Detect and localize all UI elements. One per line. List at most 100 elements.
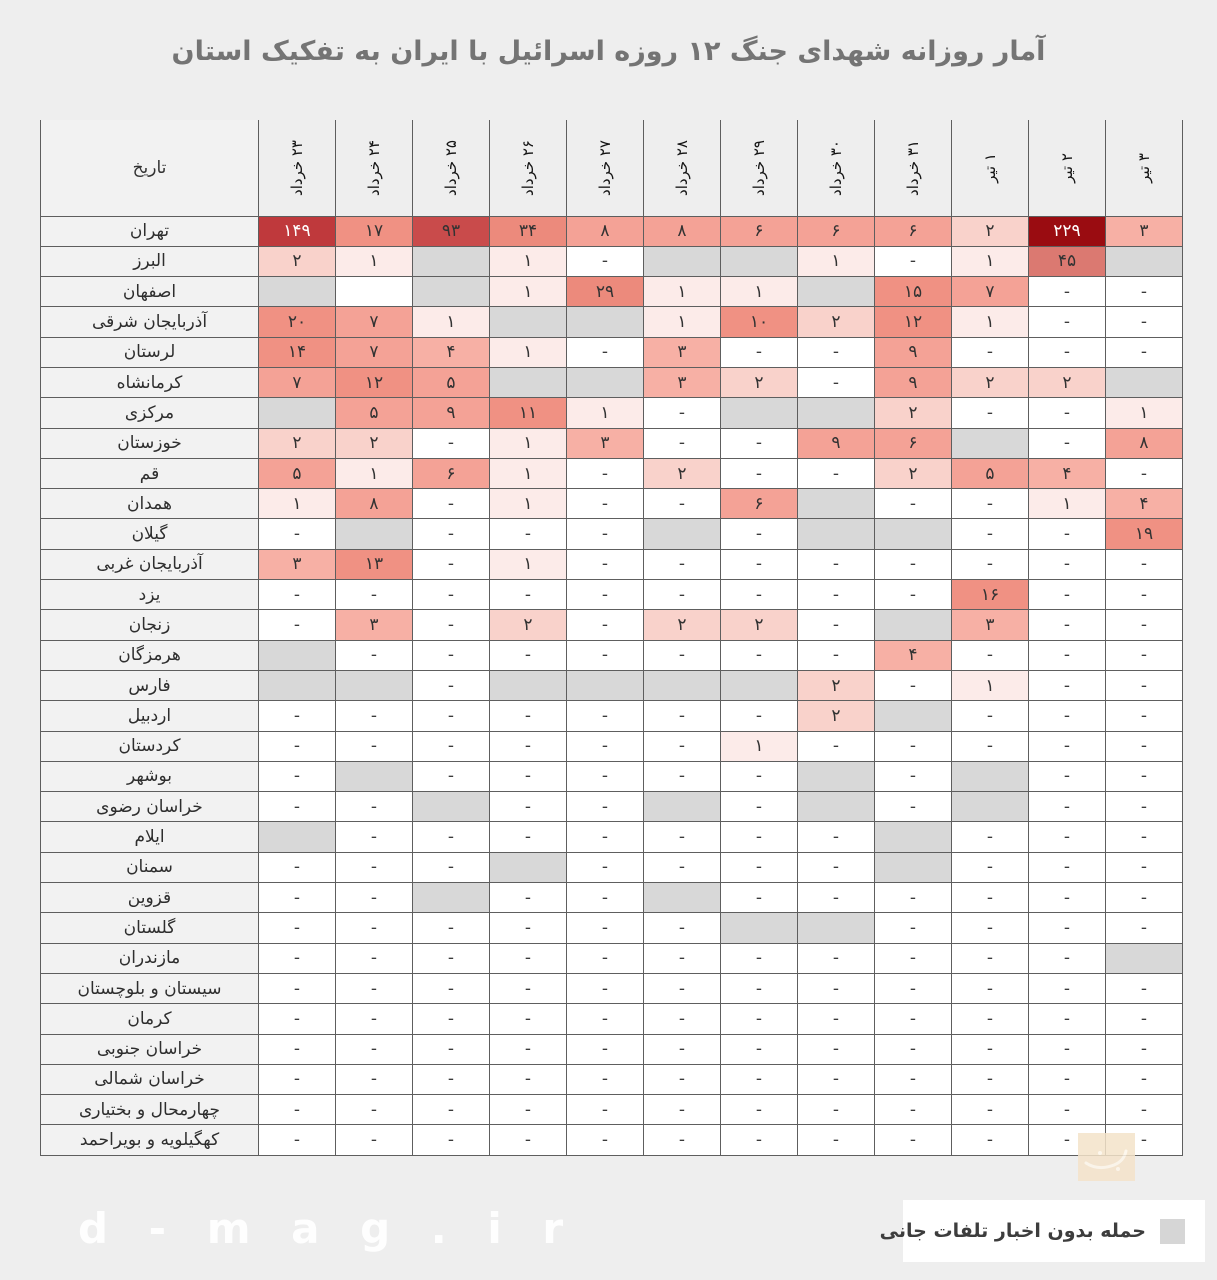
- data-cell: -: [566, 1094, 644, 1126]
- data-cell: -: [1028, 336, 1106, 368]
- data-cell: -: [489, 639, 567, 671]
- data-cell: -: [412, 972, 490, 1005]
- data-cell: ۱۲: [335, 366, 413, 399]
- data-cell: ۴: [1028, 457, 1106, 490]
- table-row: فارس -۲-۱- -: [40, 669, 1183, 702]
- data-cell: [643, 791, 721, 823]
- data-cell: -: [643, 972, 721, 1005]
- data-cell: ۳: [951, 609, 1029, 641]
- data-cell: -: [566, 639, 644, 671]
- date-header-label: ۲۵ خرداد: [442, 140, 460, 197]
- data-cell: -: [566, 791, 644, 823]
- data-cell: -: [951, 518, 1029, 550]
- data-cell: ۲: [643, 457, 721, 490]
- data-cell: -: [335, 912, 413, 944]
- data-cell: -: [720, 821, 798, 853]
- data-cell: -: [874, 1003, 952, 1035]
- data-cell: -: [874, 245, 952, 278]
- stats-table: تاریخ ۲۳ خرداد ۲۴ خرداد ۲۵ خرداد ۲۶ خرداد ۲۷ …: [40, 120, 1183, 1156]
- date-column-header: تاریخ: [40, 120, 259, 217]
- data-cell: -: [1105, 730, 1183, 762]
- data-cell: ۱: [566, 397, 644, 429]
- data-cell: ۲: [335, 427, 413, 459]
- data-cell: -: [720, 851, 798, 884]
- province-label: کرمان: [40, 1003, 259, 1035]
- data-cell: -: [720, 760, 798, 793]
- data-cell: -: [412, 912, 490, 944]
- province-label: اصفهان: [40, 276, 259, 308]
- data-cell: -: [412, 1124, 490, 1156]
- data-cell: -: [566, 1033, 644, 1065]
- data-cell: ۱: [489, 488, 567, 520]
- data-cell: -: [720, 579, 798, 611]
- data-cell: -: [643, 548, 721, 581]
- data-cell: -: [335, 1094, 413, 1126]
- data-cell: ۱: [643, 306, 721, 338]
- data-cell: -: [720, 1003, 798, 1035]
- data-cell: -: [951, 1003, 1029, 1035]
- data-cell: -: [951, 972, 1029, 1005]
- table-row: سمنان - - - - - - - - - -: [40, 851, 1183, 884]
- province-label: قم: [40, 457, 259, 490]
- province-label: کرمانشاه: [40, 366, 259, 399]
- data-cell: ۱۲: [874, 306, 952, 338]
- data-cell: -: [412, 488, 490, 520]
- data-cell: [1105, 245, 1183, 278]
- data-cell: -: [797, 882, 875, 914]
- data-cell: -: [566, 518, 644, 550]
- data-cell: -: [643, 912, 721, 944]
- data-cell: -: [258, 1124, 336, 1156]
- province-label: گیلان: [40, 518, 259, 550]
- legend-gray-swatch: [1160, 1218, 1185, 1244]
- data-cell: -: [797, 851, 875, 884]
- data-cell: -: [1028, 791, 1106, 823]
- data-cell: -: [1028, 639, 1106, 671]
- data-cell: -: [412, 639, 490, 671]
- data-cell: -: [412, 1063, 490, 1096]
- table-row: آذربایجان غربی ۳ ۱۳-۱- - - - - - - -: [40, 548, 1183, 581]
- province-label: خراسان جنوبی: [40, 1033, 259, 1065]
- data-cell: ۱: [258, 488, 336, 520]
- data-cell: -: [1028, 942, 1106, 974]
- data-cell: ۱۹: [1105, 518, 1183, 550]
- data-cell: ۱: [489, 548, 567, 581]
- data-cell: [951, 427, 1029, 459]
- data-cell: -: [720, 791, 798, 823]
- data-cell: -: [335, 821, 413, 853]
- data-cell: -: [643, 851, 721, 884]
- date-header-label: ۲۳ خرداد: [288, 140, 306, 197]
- data-cell: ۲: [720, 366, 798, 399]
- data-cell: [258, 276, 336, 308]
- data-cell: -: [797, 972, 875, 1005]
- data-cell: -: [720, 457, 798, 490]
- data-cell: [335, 518, 413, 550]
- data-cell: ۲۹: [566, 276, 644, 308]
- data-cell: -: [1028, 548, 1106, 581]
- data-cell: -: [643, 760, 721, 793]
- data-cell: -: [1105, 791, 1183, 823]
- date-header-8: ۳۱ خرداد: [874, 120, 952, 217]
- data-cell: -: [566, 579, 644, 611]
- data-cell: -: [489, 1003, 567, 1035]
- data-cell: -: [874, 942, 952, 974]
- data-cell: [566, 669, 644, 702]
- header-row: تاریخ ۲۳ خرداد ۲۴ خرداد ۲۵ خرداد ۲۶ خرداد ۲۷ …: [40, 120, 1183, 217]
- table-row: کرمانشاه ۷ ۱۲ ۵ ۳ ۲-۹ ۲ ۲: [40, 366, 1183, 399]
- date-header-label: ۲۸ خرداد: [673, 140, 691, 197]
- data-cell: ۲: [489, 609, 567, 641]
- data-cell: ۱: [797, 245, 875, 278]
- data-cell: -: [1105, 912, 1183, 944]
- data-cell: ۱: [1028, 488, 1106, 520]
- data-cell: -: [1028, 1003, 1106, 1035]
- data-cell: -: [874, 760, 952, 793]
- data-cell: -: [489, 518, 567, 550]
- province-label: آذربایجان شرقی: [40, 306, 259, 338]
- data-cell: -: [874, 1094, 952, 1126]
- data-cell: -: [720, 639, 798, 671]
- data-cell: ۹: [412, 397, 490, 429]
- data-cell: -: [412, 1003, 490, 1035]
- data-cell: ۷: [335, 336, 413, 368]
- data-cell: -: [720, 942, 798, 974]
- data-cell: ۲: [720, 609, 798, 641]
- data-cell: -: [412, 579, 490, 611]
